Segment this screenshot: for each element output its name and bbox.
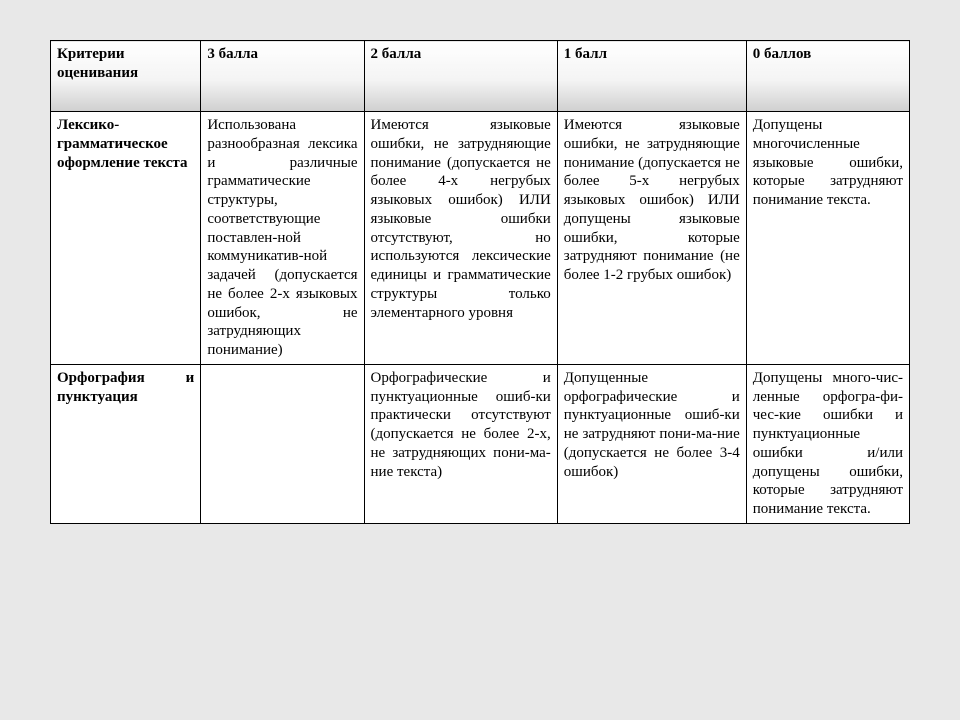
rubric-table: Критерии оценивания 3 балла 2 балла 1 ба…: [50, 40, 910, 524]
col-header-0pts: 0 баллов: [746, 41, 909, 112]
col-header-criteria: Критерии оценивания: [51, 41, 201, 112]
cell: Использована разнообразная лексика и раз…: [201, 112, 364, 365]
cell: Допущены многочисленные языковые ошибки,…: [746, 112, 909, 365]
row-label: Орфография и пунктуация: [51, 364, 201, 523]
cell: Орфографические и пунктуационные ошиб-ки…: [364, 364, 557, 523]
cell: Имеются языковые ошибки, не затрудняющие…: [557, 112, 746, 365]
col-header-1pt: 1 балл: [557, 41, 746, 112]
cell: Имеются языковые ошибки, не затрудняющие…: [364, 112, 557, 365]
cell: Допущены много-чис-ленные орфогра-фи-чес…: [746, 364, 909, 523]
cell: Допущенные орфографические и пунктуацион…: [557, 364, 746, 523]
cell: [201, 364, 364, 523]
table-header-row: Критерии оценивания 3 балла 2 балла 1 ба…: [51, 41, 910, 112]
col-header-2pts: 2 балла: [364, 41, 557, 112]
col-header-3pts: 3 балла: [201, 41, 364, 112]
row-label: Лексико-грамматическое оформление текста: [51, 112, 201, 365]
table-row: Орфография и пунктуация Орфографические …: [51, 364, 910, 523]
page-container: Критерии оценивания 3 балла 2 балла 1 ба…: [0, 0, 960, 564]
table-row: Лексико-грамматическое оформление текста…: [51, 112, 910, 365]
